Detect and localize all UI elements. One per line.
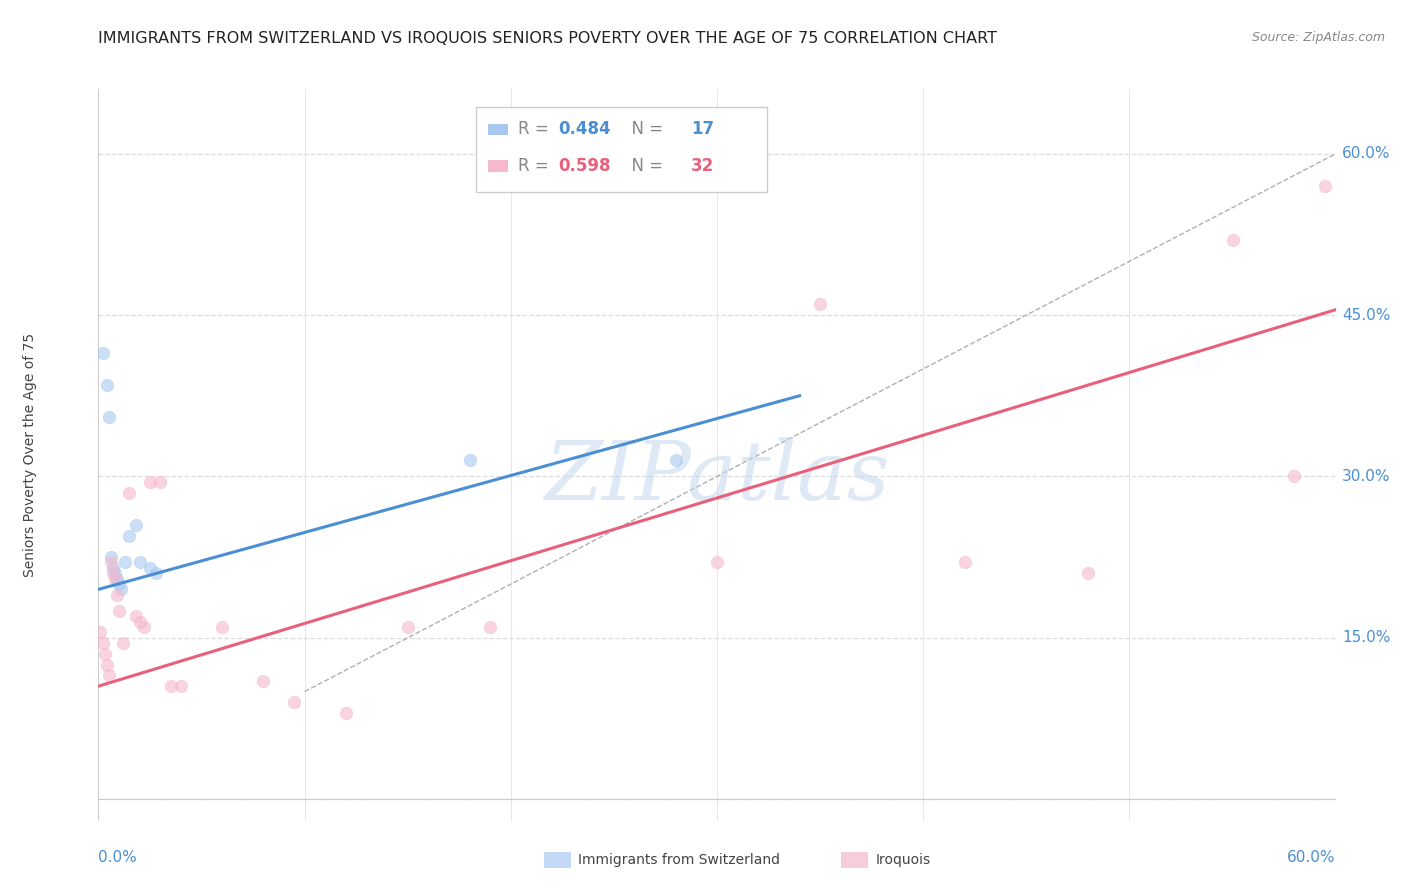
Point: [108, 577, 131, 591]
Point: [104, 566, 127, 581]
Point: [211, 620, 233, 634]
Text: 60.0%: 60.0%: [1288, 850, 1336, 865]
FancyBboxPatch shape: [488, 161, 508, 172]
Point: [101, 561, 124, 575]
Text: IMMIGRANTS FROM SWITZERLAND VS IROQUOIS SENIORS POVERTY OVER THE AGE OF 75 CORRE: IMMIGRANTS FROM SWITZERLAND VS IROQUOIS …: [98, 31, 997, 46]
FancyBboxPatch shape: [841, 852, 868, 868]
Point: [89, 625, 111, 640]
Point: [145, 566, 167, 581]
Point: [159, 679, 181, 693]
Point: [128, 615, 150, 629]
Text: Iroquois: Iroquois: [876, 853, 931, 867]
Point: [110, 582, 132, 597]
Point: [100, 556, 122, 570]
Point: [101, 566, 124, 581]
Point: [132, 620, 155, 634]
Point: [104, 572, 127, 586]
Text: 0.484: 0.484: [558, 120, 612, 138]
Point: [105, 572, 128, 586]
Point: [91, 636, 114, 650]
Point: [458, 453, 481, 467]
Text: Seniors Poverty Over the Age of 75: Seniors Poverty Over the Age of 75: [24, 333, 38, 577]
FancyBboxPatch shape: [488, 124, 508, 136]
Text: ZIPatlas: ZIPatlas: [544, 437, 890, 516]
Point: [118, 485, 141, 500]
Point: [283, 695, 305, 709]
Text: 0.0%: 0.0%: [98, 850, 138, 865]
Text: 0.598: 0.598: [558, 157, 612, 175]
Point: [100, 550, 122, 565]
Point: [118, 528, 141, 542]
FancyBboxPatch shape: [544, 852, 571, 868]
Point: [97, 410, 120, 425]
Point: [1315, 179, 1337, 194]
Point: [1222, 233, 1244, 247]
Point: [139, 475, 162, 489]
Text: N =: N =: [620, 120, 668, 138]
Point: [953, 556, 976, 570]
Point: [396, 620, 419, 634]
Point: [479, 620, 502, 634]
Point: [91, 345, 114, 359]
Point: [665, 453, 688, 467]
Point: [108, 604, 131, 618]
Point: [97, 668, 120, 682]
Point: [112, 636, 135, 650]
Point: [105, 588, 128, 602]
Text: R =: R =: [517, 157, 554, 175]
Point: [706, 556, 728, 570]
Text: Immigrants from Switzerland: Immigrants from Switzerland: [578, 853, 780, 867]
Point: [808, 297, 831, 311]
Point: [124, 609, 146, 624]
Text: 17: 17: [692, 120, 714, 138]
Point: [128, 556, 150, 570]
Point: [252, 673, 274, 688]
Point: [93, 647, 115, 661]
Point: [1284, 469, 1306, 483]
Point: [139, 561, 162, 575]
Point: [335, 706, 357, 720]
Text: 15.0%: 15.0%: [1341, 631, 1391, 645]
FancyBboxPatch shape: [475, 108, 766, 192]
Point: [170, 679, 193, 693]
Text: 45.0%: 45.0%: [1341, 308, 1391, 323]
Point: [96, 657, 118, 672]
Text: R =: R =: [517, 120, 554, 138]
Text: 32: 32: [692, 157, 714, 175]
Point: [149, 475, 172, 489]
Text: N =: N =: [620, 157, 668, 175]
Point: [114, 556, 136, 570]
Text: 60.0%: 60.0%: [1341, 146, 1391, 161]
Point: [124, 517, 146, 532]
Point: [1077, 566, 1099, 581]
Text: 30.0%: 30.0%: [1341, 469, 1391, 484]
Text: Source: ZipAtlas.com: Source: ZipAtlas.com: [1251, 31, 1385, 45]
Point: [96, 378, 118, 392]
